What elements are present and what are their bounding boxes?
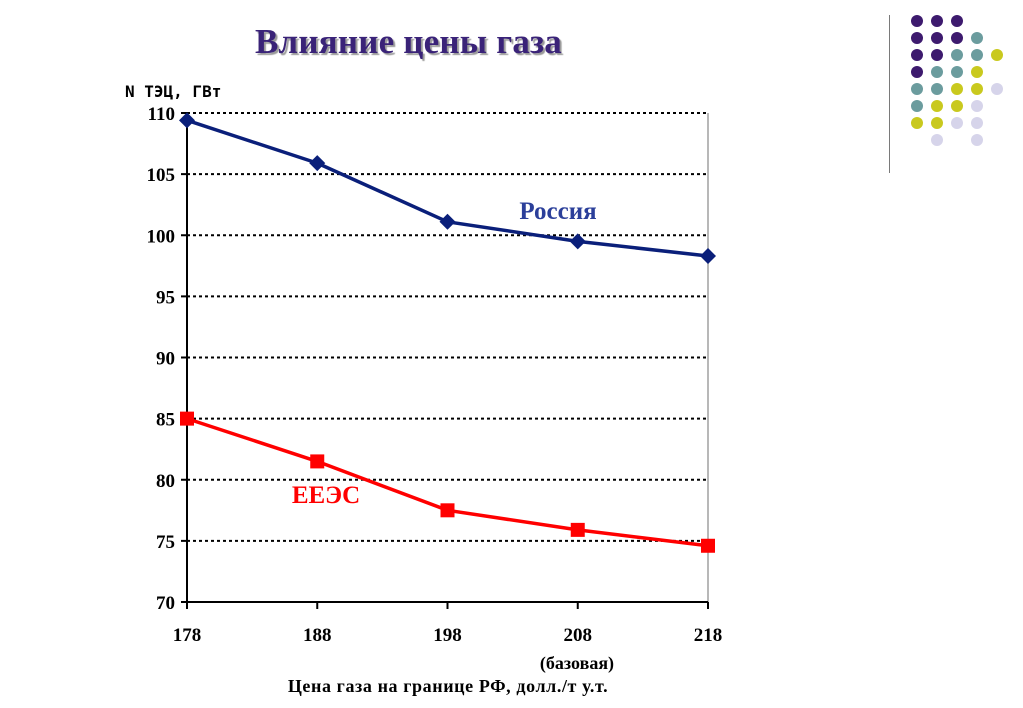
y-tick-label: 85 — [156, 410, 175, 431]
decor-dot — [931, 66, 943, 78]
series-line — [186, 416, 709, 548]
decor-dot — [931, 117, 943, 129]
decor-dot — [951, 15, 963, 27]
decor-dot — [911, 100, 923, 112]
decor-dot — [951, 32, 963, 44]
chart-ticks: 70 75 80 85 90 95 100 105 110 178 188 198 208 218 — [147, 104, 723, 646]
decor-dot — [991, 49, 1003, 61]
data-point-diamond — [569, 233, 586, 250]
x-axis-label: Цена газа на границе РФ, долл./т у.т. — [288, 676, 608, 696]
y-tick-label: 95 — [156, 287, 175, 308]
decor-dot — [971, 100, 983, 112]
decor-dot — [971, 32, 983, 44]
decor-dot — [951, 83, 963, 95]
decor-dot — [951, 66, 963, 78]
decor-dot — [951, 100, 963, 112]
decor-dot — [931, 32, 943, 44]
decor-dot — [971, 83, 983, 95]
y-tick-label: 100 — [147, 226, 176, 247]
data-point-square — [440, 503, 455, 518]
y-axis-label: N ТЭЦ, ГВт — [125, 82, 221, 101]
x-tick-label: 178 — [173, 625, 202, 646]
y-tick-label: 75 — [156, 532, 175, 553]
x-tick-label: 188 — [303, 625, 332, 646]
series-label: Россия — [519, 198, 596, 225]
decor-dot — [931, 49, 943, 61]
decor-dot — [951, 49, 963, 61]
decor-dot — [971, 49, 983, 61]
decor-dot — [931, 100, 943, 112]
y-tick-label: 110 — [148, 104, 175, 125]
series-label: ЕЕЭС — [292, 482, 360, 509]
data-point-diamond — [439, 213, 456, 230]
decor-dot — [971, 134, 983, 146]
chart-gridlines — [187, 112, 708, 542]
data-point-square — [570, 522, 585, 537]
x-tick-label: 198 — [433, 625, 462, 646]
data-point-square — [701, 538, 715, 553]
x-tick-label: 208 — [564, 625, 593, 646]
x-tick-label: 218 — [694, 625, 723, 646]
data-point-diamond — [309, 155, 326, 172]
decor-dot — [911, 32, 923, 44]
decor-dot — [911, 83, 923, 95]
y-tick-label: 90 — [156, 349, 175, 370]
decor-dot — [931, 15, 943, 27]
decor-dot — [991, 83, 1003, 95]
data-point-diamond — [700, 248, 716, 265]
decor-dot — [931, 134, 943, 146]
slide-title: Влияние цены газа — [255, 22, 563, 61]
data-point-square — [180, 411, 194, 426]
decor-dot — [911, 15, 923, 27]
data-point-diamond — [179, 112, 195, 129]
decor-dot — [971, 117, 983, 129]
decor-dot — [911, 117, 923, 129]
data-point-square — [310, 454, 325, 469]
decor-dot — [911, 49, 923, 61]
y-tick-label: 80 — [156, 471, 175, 492]
decor-dot — [971, 66, 983, 78]
decorative-divider — [889, 15, 890, 173]
y-tick-label: 70 — [156, 593, 175, 614]
decorative-dot-grid — [904, 10, 1014, 160]
decor-dot — [931, 83, 943, 95]
decor-dot — [951, 117, 963, 129]
chart-series: Россия ЕЕЭС — [179, 112, 716, 553]
decor-dot — [911, 66, 923, 78]
x-tick-note: (базовая) — [540, 653, 614, 674]
y-tick-label: 105 — [147, 165, 176, 186]
